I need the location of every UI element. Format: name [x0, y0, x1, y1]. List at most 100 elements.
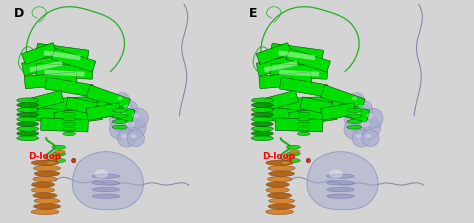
Ellipse shape — [112, 120, 127, 124]
Ellipse shape — [327, 194, 354, 198]
FancyBboxPatch shape — [280, 77, 328, 97]
Ellipse shape — [268, 204, 295, 209]
Ellipse shape — [132, 113, 139, 118]
FancyBboxPatch shape — [29, 107, 82, 125]
Ellipse shape — [17, 98, 39, 103]
FancyBboxPatch shape — [289, 106, 337, 126]
Polygon shape — [73, 152, 143, 210]
Ellipse shape — [123, 105, 130, 109]
Ellipse shape — [31, 187, 55, 193]
Ellipse shape — [92, 174, 119, 178]
FancyBboxPatch shape — [29, 61, 63, 72]
Text: D-loop: D-loop — [27, 152, 61, 161]
Ellipse shape — [94, 169, 108, 178]
Ellipse shape — [33, 193, 57, 198]
Ellipse shape — [269, 171, 294, 176]
Ellipse shape — [31, 160, 59, 165]
Ellipse shape — [306, 158, 310, 163]
Ellipse shape — [327, 174, 354, 178]
FancyBboxPatch shape — [54, 106, 103, 126]
Ellipse shape — [50, 155, 61, 159]
Ellipse shape — [297, 122, 310, 126]
Ellipse shape — [297, 112, 310, 116]
Ellipse shape — [112, 114, 127, 118]
Ellipse shape — [130, 134, 137, 138]
Ellipse shape — [358, 105, 365, 109]
Text: E: E — [248, 7, 257, 20]
Ellipse shape — [289, 150, 300, 153]
Ellipse shape — [52, 145, 66, 149]
FancyBboxPatch shape — [256, 43, 292, 64]
Ellipse shape — [251, 131, 273, 136]
Ellipse shape — [114, 93, 130, 108]
Ellipse shape — [63, 127, 75, 131]
Ellipse shape — [17, 103, 39, 107]
FancyBboxPatch shape — [41, 118, 88, 132]
Ellipse shape — [52, 152, 66, 156]
Ellipse shape — [251, 136, 273, 141]
Ellipse shape — [112, 125, 127, 129]
FancyBboxPatch shape — [52, 49, 96, 72]
FancyBboxPatch shape — [320, 85, 365, 111]
Ellipse shape — [113, 124, 121, 129]
Ellipse shape — [34, 204, 61, 209]
Ellipse shape — [347, 108, 362, 112]
Ellipse shape — [286, 152, 301, 156]
Ellipse shape — [109, 119, 130, 139]
Ellipse shape — [34, 165, 61, 171]
Ellipse shape — [121, 134, 128, 138]
FancyBboxPatch shape — [300, 97, 344, 117]
FancyBboxPatch shape — [44, 50, 81, 60]
Ellipse shape — [118, 129, 136, 147]
Ellipse shape — [361, 121, 369, 127]
Ellipse shape — [31, 182, 55, 187]
Ellipse shape — [117, 96, 123, 100]
Ellipse shape — [109, 104, 139, 133]
Ellipse shape — [17, 112, 39, 117]
FancyBboxPatch shape — [270, 43, 323, 64]
FancyBboxPatch shape — [278, 50, 315, 60]
FancyBboxPatch shape — [45, 70, 84, 76]
FancyBboxPatch shape — [24, 72, 77, 89]
Ellipse shape — [280, 161, 291, 165]
Ellipse shape — [266, 187, 289, 193]
Ellipse shape — [63, 132, 75, 136]
FancyBboxPatch shape — [22, 54, 71, 76]
Ellipse shape — [356, 134, 362, 138]
Ellipse shape — [251, 107, 273, 112]
Ellipse shape — [266, 209, 293, 215]
Ellipse shape — [297, 132, 310, 136]
Ellipse shape — [17, 136, 39, 141]
Ellipse shape — [92, 187, 119, 192]
Ellipse shape — [285, 155, 295, 159]
Ellipse shape — [17, 126, 39, 131]
Ellipse shape — [33, 176, 57, 182]
FancyBboxPatch shape — [259, 72, 312, 89]
Ellipse shape — [327, 181, 354, 185]
Ellipse shape — [348, 93, 365, 108]
FancyBboxPatch shape — [279, 70, 319, 76]
FancyBboxPatch shape — [36, 64, 93, 79]
Ellipse shape — [72, 158, 76, 163]
Ellipse shape — [347, 120, 362, 124]
FancyBboxPatch shape — [271, 64, 328, 79]
Ellipse shape — [251, 98, 273, 103]
Ellipse shape — [126, 121, 135, 127]
Ellipse shape — [348, 124, 356, 129]
Ellipse shape — [92, 194, 119, 198]
Ellipse shape — [268, 165, 295, 171]
Ellipse shape — [286, 145, 301, 149]
Ellipse shape — [267, 193, 292, 198]
Ellipse shape — [31, 209, 59, 215]
Ellipse shape — [119, 100, 138, 118]
Ellipse shape — [356, 115, 381, 139]
FancyBboxPatch shape — [28, 91, 64, 110]
Polygon shape — [307, 152, 378, 210]
Ellipse shape — [34, 171, 60, 176]
FancyBboxPatch shape — [22, 43, 57, 64]
FancyBboxPatch shape — [36, 43, 89, 64]
Ellipse shape — [46, 161, 56, 165]
FancyBboxPatch shape — [264, 107, 317, 125]
FancyBboxPatch shape — [256, 54, 305, 76]
Ellipse shape — [115, 111, 126, 118]
